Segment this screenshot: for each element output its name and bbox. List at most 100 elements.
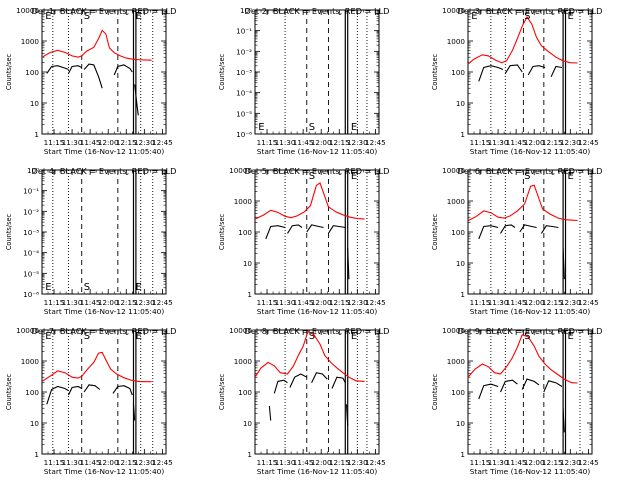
- y-tick-label: 10000: [16, 6, 39, 15]
- events-series-line: [345, 404, 349, 427]
- y-tick-label: 10⁻¹: [23, 187, 39, 196]
- events-series-line: [132, 404, 136, 421]
- events-series-line: [273, 379, 288, 394]
- lld-series-line: [468, 184, 578, 222]
- events-series-line: [478, 225, 499, 240]
- x-tick-label: 12:45: [365, 298, 386, 307]
- plot-frame: [254, 169, 380, 295]
- y-tick-label: 10⁻¹: [236, 27, 252, 36]
- y-tick-label: 10000: [229, 326, 252, 335]
- y-axis-label: Counts/sec: [5, 213, 13, 250]
- y-tick-label: 1000: [447, 37, 466, 46]
- y-tick-label: 100: [238, 228, 252, 237]
- events-series-line: [68, 385, 82, 396]
- y-axis-label: Counts/sec: [431, 53, 439, 90]
- panel-4: Det 4r BLACK = Events, RED = LLD 10⁻⁶ 10⁻⁵…: [5, 166, 176, 316]
- panel-2: Det 2r BLACK = Events, RED = LLD 10⁻⁶ 10⁻⁵…: [218, 6, 389, 156]
- x-tick-label: 11:15: [257, 298, 278, 307]
- y-tick-label: 10000: [442, 166, 465, 175]
- events-series-line: [306, 224, 324, 233]
- x-tick-label: 11:15: [470, 138, 491, 147]
- x-tick-label: 11:15: [44, 298, 65, 307]
- x-axis-label: Start Time (16-Nov-12 11:05:40): [257, 307, 378, 316]
- y-tick-label: 10⁻³: [23, 228, 39, 237]
- events-series-line: [499, 379, 518, 393]
- panel-title: Det 5r BLACK = Events, RED = LLD: [245, 166, 390, 176]
- y-tick-label: 100: [238, 388, 252, 397]
- y-tick-label: 100: [25, 388, 39, 397]
- events-series-line: [500, 224, 516, 234]
- y-tick-label: 10⁰: [27, 166, 39, 175]
- y-tick-label: 10⁰: [240, 6, 252, 15]
- x-tick-label: 12:00: [311, 298, 332, 307]
- marker-annotation: S: [309, 122, 315, 133]
- y-tick-label: 10⁻⁴: [236, 89, 252, 98]
- y-tick-label: 10⁻⁵: [23, 269, 39, 278]
- panel-title: Det 6r BLACK = Events, RED = LLD: [458, 166, 603, 176]
- y-tick-label: 10⁻²: [236, 47, 252, 56]
- x-tick-label: 11:15: [44, 138, 65, 147]
- x-tick-label: 11:45: [293, 138, 314, 147]
- x-tick-label: 12:00: [98, 458, 119, 467]
- marker-annotation: S: [84, 282, 90, 293]
- x-tick-label: 11:30: [488, 138, 509, 147]
- panel-title: Det 3r BLACK = Events, RED = LLD: [458, 6, 603, 16]
- x-axis-label: Start Time (16-Nov-12 11:05:40): [257, 467, 378, 476]
- events-series-line: [46, 385, 69, 405]
- events-series-line: [478, 383, 499, 400]
- y-axis-label: Counts/sec: [218, 213, 226, 250]
- x-tick-label: 12:45: [578, 298, 599, 307]
- y-tick-label: 10: [456, 99, 466, 108]
- marker-annotation: E: [135, 11, 141, 22]
- y-tick-label: 1000: [21, 357, 40, 366]
- marker-annotation: S: [524, 331, 530, 342]
- marker-annotation: E: [568, 11, 574, 22]
- y-axis-label: Counts/sec: [431, 213, 439, 250]
- marker-annotation: S: [84, 331, 90, 342]
- x-tick-label: 12:00: [311, 458, 332, 467]
- x-tick-label: 11:45: [293, 458, 314, 467]
- y-tick-label: 10⁻⁵: [236, 109, 252, 118]
- x-tick-label: 12:15: [542, 138, 563, 147]
- events-series-line: [562, 248, 565, 280]
- events-series-line: [83, 63, 103, 89]
- plot-frame: [254, 9, 380, 135]
- y-axis-label: Counts/sec: [5, 53, 13, 90]
- y-tick-label: 1: [460, 290, 465, 299]
- panel-5: Det 5r BLACK = Events, RED = LLD 1 10 100 10…: [218, 166, 389, 316]
- x-axis-label: Start Time (16-Nov-12 11:05:40): [257, 147, 378, 156]
- x-tick-label: 12:00: [524, 138, 545, 147]
- x-tick-label: 12:30: [347, 138, 368, 147]
- marker-annotation: E: [471, 11, 477, 22]
- x-tick-label: 12:45: [578, 138, 599, 147]
- x-axis-label: Start Time (16-Nov-12 11:05:40): [44, 307, 165, 316]
- y-tick-label: 100: [451, 228, 465, 237]
- x-tick-label: 11:45: [506, 458, 527, 467]
- lld-series-line: [255, 330, 365, 382]
- panel-1: Det 1r BLACK = Events, RED = LLD 1 10 100 10…: [5, 6, 176, 156]
- events-series-line: [562, 408, 565, 433]
- x-tick-label: 12:45: [152, 458, 173, 467]
- y-tick-label: 1: [460, 450, 465, 459]
- events-series-line: [478, 65, 504, 82]
- events-series-line: [550, 65, 562, 78]
- x-tick-label: 12:15: [329, 298, 350, 307]
- x-tick-label: 11:30: [488, 458, 509, 467]
- y-axis-label: Counts/sec: [218, 53, 226, 90]
- plot-frame: [467, 329, 593, 455]
- x-tick-label: 12:15: [542, 298, 563, 307]
- x-tick-label: 12:00: [311, 138, 332, 147]
- marker-annotation: E: [45, 11, 51, 22]
- x-axis-label: Start Time (16-Nov-12 11:05:40): [470, 307, 591, 316]
- panel-8: Det 8r BLACK = Events, RED = LLD 1 10 100 10…: [218, 326, 389, 476]
- events-series-line: [83, 384, 101, 393]
- x-axis-label: Start Time (16-Nov-12 11:05:40): [44, 467, 165, 476]
- x-tick-label: 12:00: [98, 138, 119, 147]
- y-axis-label: Counts/sec: [5, 373, 13, 410]
- marker-annotation: E: [258, 122, 264, 133]
- y-tick-label: 10000: [16, 326, 39, 335]
- y-tick-label: 1000: [234, 197, 253, 206]
- y-tick-label: 1000: [21, 37, 40, 46]
- x-tick-label: 11:45: [80, 138, 101, 147]
- marker-annotation: S: [309, 171, 315, 182]
